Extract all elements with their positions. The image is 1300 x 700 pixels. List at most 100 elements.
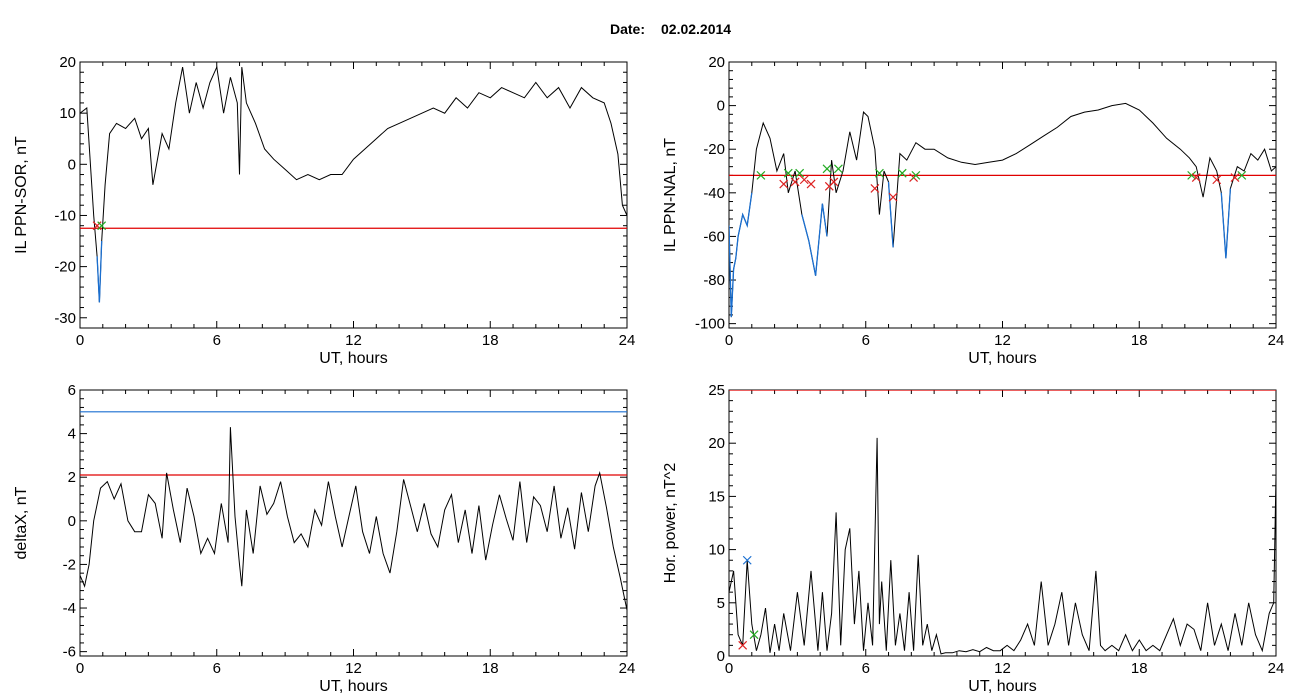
y-tick-label: -40	[703, 185, 725, 202]
event-marker	[829, 177, 839, 187]
below-threshold-segment	[801, 203, 828, 276]
date-value: 02.02.2014	[661, 21, 731, 37]
y-tick-label: -20	[54, 259, 76, 276]
y-tick-label: 2	[68, 469, 76, 486]
x-tick-label: 24	[619, 660, 636, 677]
event-marker	[790, 177, 800, 187]
x-tick-label: 0	[725, 660, 733, 677]
x-tick-label: 12	[994, 332, 1011, 349]
x-tick-label: 0	[76, 332, 84, 349]
x-axis-label: UT, hours	[319, 350, 387, 367]
plot-frame	[79, 61, 628, 329]
x-tick-label: 18	[1131, 332, 1148, 349]
chart-panel-2: 0 6 12 18 24 -100 -80 -60 -40 -20 0 20 UT, hours IL P…	[662, 54, 1284, 367]
y-axis-label: IL PPN-NAL, nT	[662, 138, 679, 252]
y-tick-label: 20	[708, 435, 725, 452]
event-marker	[738, 640, 748, 650]
plot-area	[80, 65, 627, 303]
y-tick-label: 0	[68, 156, 76, 173]
y-tick-label: 15	[708, 488, 725, 505]
data-series-line	[729, 437, 1276, 655]
y-axis-label: Hor. power, nT^2	[662, 463, 679, 584]
event-marker	[1212, 175, 1222, 185]
y-tick-label: 25	[708, 382, 725, 399]
event-marker	[897, 168, 907, 178]
event-marker	[779, 179, 789, 189]
figure-header: Date: 02.02.2014	[610, 21, 731, 37]
event-marker	[1187, 170, 1197, 180]
x-tick-label: 24	[1268, 332, 1285, 349]
x-tick-label: 0	[725, 332, 733, 349]
event-marker	[756, 170, 766, 180]
x-tick-label: 6	[862, 332, 870, 349]
y-tick-label: -30	[54, 310, 76, 327]
y-tick-label: -6	[63, 644, 76, 661]
below-threshold-segment	[729, 192, 753, 318]
date-label: Date:	[610, 21, 645, 37]
x-tick-label: 6	[213, 332, 221, 349]
y-axis-label: IL PPN-SOR, nT	[13, 136, 30, 254]
y-tick-label: -80	[703, 272, 725, 289]
event-marker	[97, 221, 107, 231]
data-series-line	[729, 102, 1276, 318]
x-tick-label: 18	[482, 332, 499, 349]
y-tick-label: 5	[717, 595, 725, 612]
x-tick-label: 24	[1268, 660, 1285, 677]
x-tick-label: 6	[213, 660, 221, 677]
below-threshold-segment	[887, 181, 894, 248]
y-tick-label: -60	[703, 228, 725, 245]
event-marker	[888, 192, 898, 202]
x-tick-label: 12	[345, 660, 362, 677]
plot-area	[80, 411, 627, 611]
y-tick-label: 10	[59, 105, 76, 122]
x-tick-label: 0	[76, 660, 84, 677]
plot-frame	[728, 61, 1277, 329]
event-marker	[806, 179, 816, 189]
y-tick-label: 0	[717, 98, 725, 115]
y-tick-label: -100	[695, 316, 725, 333]
y-tick-label: 20	[59, 54, 76, 71]
chart-panel-1: 0 6 12 18 24 -30 -20 -10 0 10 20 UT, hours IL PPN-SO…	[13, 54, 635, 367]
plot-frame	[728, 389, 1277, 657]
x-axis-label: UT, hours	[968, 678, 1036, 695]
y-tick-label: 20	[708, 54, 725, 71]
event-marker	[742, 555, 752, 565]
event-marker	[795, 168, 805, 178]
event-marker	[799, 175, 809, 185]
plot-area	[729, 390, 1276, 655]
below-threshold-segment	[1220, 188, 1232, 259]
event-marker	[783, 168, 793, 178]
plot-area	[729, 102, 1276, 318]
y-tick-label: 0	[717, 648, 725, 665]
y-tick-label: 4	[68, 426, 76, 443]
y-tick-label: 10	[708, 542, 725, 559]
event-marker	[822, 164, 832, 174]
event-marker	[833, 164, 843, 174]
y-tick-label: -4	[63, 600, 76, 617]
y-axis-label: deltaX, nT	[13, 486, 30, 559]
highlight-segment	[96, 240, 103, 303]
y-tick-label: -2	[63, 556, 76, 573]
event-marker	[1237, 170, 1247, 180]
y-tick-label: 6	[68, 382, 76, 399]
x-tick-label: 18	[482, 660, 499, 677]
event-marker	[870, 184, 880, 193]
event-marker	[749, 630, 759, 640]
y-tick-label: -20	[703, 141, 725, 158]
x-tick-label: 6	[862, 660, 870, 677]
x-axis-label: UT, hours	[968, 350, 1036, 367]
y-tick-label: -10	[54, 207, 76, 224]
x-tick-label: 12	[345, 332, 362, 349]
x-tick-label: 12	[994, 660, 1011, 677]
event-marker	[1191, 173, 1201, 182]
event-marker	[875, 168, 884, 178]
chart-panel-4: 0 6 12 18 24 0 5 10 15 20 25 UT, hours Hor. power, n…	[662, 382, 1284, 695]
x-axis-label: UT, hours	[319, 678, 387, 695]
x-tick-label: 18	[1131, 660, 1148, 677]
data-series-line	[80, 427, 627, 611]
y-tick-label: 0	[68, 513, 76, 530]
data-series-line	[80, 65, 627, 303]
